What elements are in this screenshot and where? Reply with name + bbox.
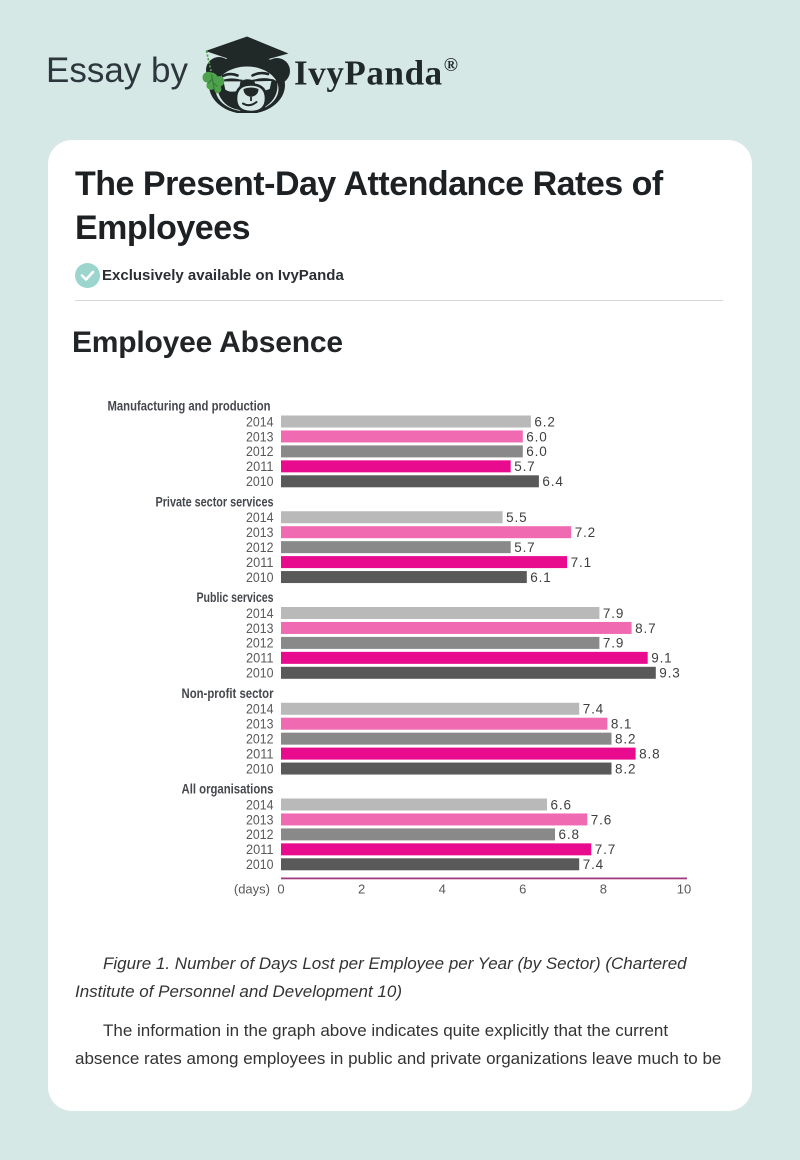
- svg-text:6.1: 6.1: [530, 570, 551, 585]
- svg-text:2014: 2014: [246, 606, 274, 621]
- svg-text:7.4: 7.4: [583, 857, 604, 872]
- svg-text:Private sector services: Private sector services: [156, 494, 274, 509]
- svg-text:2014: 2014: [246, 510, 274, 525]
- svg-text:2012: 2012: [246, 636, 274, 651]
- svg-text:2011: 2011: [246, 459, 274, 474]
- svg-text:6.0: 6.0: [526, 429, 547, 444]
- svg-text:9.1: 9.1: [651, 651, 672, 666]
- svg-text:7.9: 7.9: [603, 606, 624, 621]
- svg-text:10: 10: [677, 882, 691, 897]
- svg-text:6.8: 6.8: [559, 827, 580, 842]
- svg-text:2010: 2010: [246, 570, 274, 585]
- svg-text:7.9: 7.9: [603, 636, 624, 651]
- svg-text:6: 6: [519, 882, 526, 897]
- svg-text:2012: 2012: [246, 444, 274, 459]
- svg-text:2: 2: [358, 882, 365, 897]
- svg-text:2012: 2012: [246, 540, 274, 555]
- svg-text:8.7: 8.7: [635, 621, 656, 636]
- svg-text:2013: 2013: [246, 429, 274, 444]
- svg-text:2010: 2010: [246, 474, 274, 489]
- svg-text:6.0: 6.0: [526, 444, 547, 459]
- svg-text:8: 8: [600, 882, 607, 897]
- svg-text:2010: 2010: [246, 666, 274, 681]
- svg-text:2013: 2013: [246, 717, 274, 732]
- svg-text:2014: 2014: [246, 414, 274, 429]
- svg-text:4: 4: [439, 882, 446, 897]
- svg-text:Non-profit sector: Non-profit sector: [182, 686, 275, 701]
- svg-text:2011: 2011: [246, 651, 274, 666]
- svg-text:2010: 2010: [246, 761, 274, 776]
- svg-text:2011: 2011: [246, 842, 274, 857]
- svg-text:2013: 2013: [246, 812, 274, 827]
- svg-text:5.5: 5.5: [506, 510, 526, 525]
- svg-text:2013: 2013: [246, 621, 274, 636]
- svg-text:6.6: 6.6: [551, 797, 572, 812]
- svg-text:7.7: 7.7: [595, 842, 616, 857]
- svg-text:8.1: 8.1: [611, 717, 632, 732]
- svg-text:2014: 2014: [246, 702, 274, 717]
- svg-text:8.2: 8.2: [615, 761, 636, 776]
- svg-text:2012: 2012: [246, 827, 274, 842]
- svg-text:6.4: 6.4: [542, 474, 563, 489]
- svg-text:Manufacturing and production: Manufacturing and production: [108, 399, 271, 414]
- svg-text:5.7: 5.7: [514, 540, 535, 555]
- svg-text:All organisations: All organisations: [182, 782, 274, 797]
- svg-text:2014: 2014: [246, 797, 274, 812]
- svg-text:8.8: 8.8: [639, 746, 660, 761]
- svg-text:5.7: 5.7: [514, 459, 535, 474]
- svg-text:7.2: 7.2: [575, 525, 596, 540]
- svg-text:2011: 2011: [246, 746, 274, 761]
- svg-text:7.1: 7.1: [571, 555, 592, 570]
- svg-text:(days): (days): [234, 882, 270, 897]
- svg-text:9.3: 9.3: [659, 666, 680, 681]
- svg-text:2013: 2013: [246, 525, 274, 540]
- svg-text:7.4: 7.4: [583, 702, 604, 717]
- svg-text:2012: 2012: [246, 731, 274, 746]
- svg-text:6.2: 6.2: [534, 414, 555, 429]
- svg-text:2011: 2011: [246, 555, 274, 570]
- svg-text:0: 0: [277, 882, 284, 897]
- svg-text:7.6: 7.6: [591, 812, 612, 827]
- svg-text:2010: 2010: [246, 857, 274, 872]
- svg-text:8.2: 8.2: [615, 731, 636, 746]
- svg-text:Public services: Public services: [197, 590, 274, 605]
